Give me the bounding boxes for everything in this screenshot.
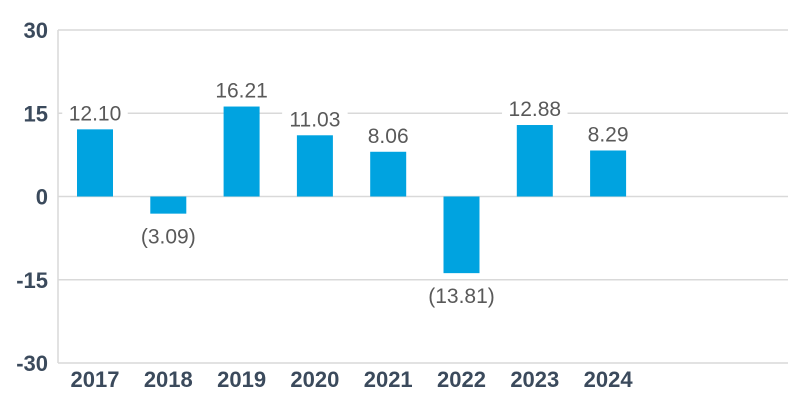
x-tick-label: 2017: [71, 367, 120, 392]
data-label-2018: (3.09): [141, 226, 196, 249]
bars: [77, 106, 627, 274]
data-label-bg: [417, 283, 506, 310]
x-tick-label: 2018: [144, 367, 193, 392]
bar-2021: [370, 151, 407, 197]
data-label-bg: [208, 77, 275, 104]
data-label-2021: 8.06: [368, 125, 409, 148]
data-label-2020: 11.03: [289, 108, 340, 131]
data-label-bg: [62, 100, 128, 127]
data-label-bg: [581, 121, 636, 148]
x-tick-label: 2021: [364, 367, 413, 392]
y-axis-ticks: 30 15 0 -15 -30: [16, 18, 48, 376]
bar-2019: [223, 106, 260, 197]
data-label-2024: 8.29: [588, 123, 629, 146]
data-label-bg: [502, 96, 568, 123]
bar-2023: [516, 125, 553, 197]
x-tick-label: 2024: [584, 367, 634, 392]
data-label-bg: [129, 223, 207, 250]
data-label-2019: 16.21: [215, 80, 268, 103]
x-axis-ticks: 2017 2018 2019 2020 2021 2022 2023 2024: [71, 367, 634, 392]
bar-2022: [443, 196, 480, 274]
data-label-2023: 12.88: [509, 98, 562, 121]
data-label-2022: (13.81): [428, 285, 495, 308]
bar-2018: [150, 196, 187, 214]
data-labels: 12.10 (3.09) 16.21 11.03 8.06 (13.81) 12.88 8.2…: [62, 77, 636, 310]
x-tick-label: 2022: [437, 367, 486, 392]
x-tick-label: 2020: [290, 367, 339, 392]
x-tick-label: 2023: [510, 367, 559, 392]
y-tick-label: 15: [24, 101, 48, 126]
data-label-2017: 12.10: [69, 102, 122, 125]
y-tick-label: 30: [24, 18, 48, 43]
data-label-bg: [282, 106, 348, 133]
x-tick-label: 2019: [217, 367, 266, 392]
y-tick-label: -30: [16, 351, 48, 376]
y-tick-label: -15: [16, 268, 48, 293]
y-tick-label: 0: [36, 185, 48, 210]
bar-2020: [296, 135, 333, 197]
data-label-bg: [361, 122, 416, 149]
bar-2017: [77, 129, 113, 197]
bar-2024: [590, 150, 627, 197]
